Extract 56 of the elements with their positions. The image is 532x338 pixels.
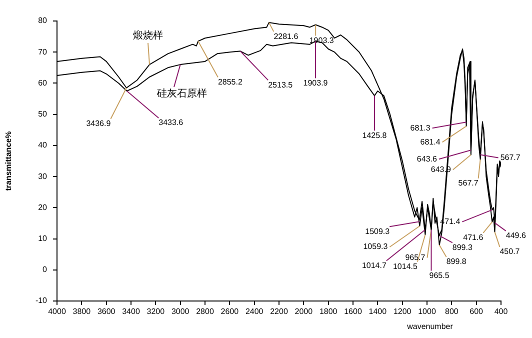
annotation: 643.6 <box>416 154 438 164</box>
annotation: 567.7 <box>500 152 521 162</box>
y-axis-title: transmittance% <box>4 131 14 191</box>
y-tick-label: 10 <box>38 234 48 243</box>
annotation: 1425.8 <box>362 130 388 140</box>
x-tick-label: 2800 <box>196 307 214 316</box>
x-tick-label: 2000 <box>294 307 314 316</box>
x-tick-label: 2400 <box>245 307 264 316</box>
y-tick-label: 0 <box>42 265 48 274</box>
x-tick-label: 3400 <box>122 307 140 316</box>
x-tick-label: 1200 <box>393 307 412 316</box>
annotation: 1903.9 <box>303 78 328 88</box>
y-tick-label: 80 <box>38 16 48 26</box>
annotation: 1903.3 <box>309 36 334 45</box>
annotation: 2513.5 <box>268 80 294 90</box>
series-label: 硅灰石原样 <box>156 88 207 100</box>
annotation: 3433.6 <box>158 118 184 128</box>
x-tick-label: 400 <box>494 307 508 316</box>
annotation: 1014.5 <box>392 262 418 271</box>
x-tick-label: 600 <box>470 307 484 316</box>
annotation: 471.6 <box>463 233 484 242</box>
y-tick-label: 30 <box>38 172 48 181</box>
x-tick-label: 3600 <box>97 307 116 316</box>
x-tick-label: 2600 <box>220 307 240 316</box>
annotation: 1059.3 <box>363 242 388 252</box>
annotation: 1509.3 <box>365 226 390 236</box>
x-tick-label: 3000 <box>171 307 190 316</box>
annotation: 449.6 <box>506 231 526 240</box>
y-tick-label: 20 <box>38 202 48 212</box>
annotation: 965.5 <box>429 270 450 280</box>
y-tick-label: 60 <box>38 78 48 88</box>
x-tick-label: 1400 <box>368 307 388 316</box>
x-tick-label: 1600 <box>344 307 362 316</box>
x-tick-label: 3800 <box>72 307 92 316</box>
y-tick-label: 40 <box>38 140 48 150</box>
y-tick-label: 70 <box>38 47 48 56</box>
annotation: 681.3 <box>410 123 431 132</box>
x-tick-label: 2200 <box>270 307 288 316</box>
annotation: 2281.6 <box>274 32 299 41</box>
y-tick-label: 50 <box>38 110 48 119</box>
y-tick-label: -10 <box>35 296 48 306</box>
x-tick-label: 1000 <box>418 307 436 316</box>
series-label: 煅烧样 <box>133 30 163 42</box>
annotation: 450.7 <box>500 247 520 256</box>
x-tick-label: 4000 <box>48 307 66 316</box>
annotation: 3436.9 <box>86 119 112 128</box>
x-axis-title: wavenumber <box>406 322 454 332</box>
annotation: 567.7 <box>458 178 479 188</box>
x-tick-label: 800 <box>444 307 459 316</box>
annotation: 1014.7 <box>362 260 387 270</box>
annotation: 2855.2 <box>218 77 243 86</box>
x-tick-label: 1800 <box>319 307 338 316</box>
annotation: 899.8 <box>446 257 467 266</box>
x-tick-label: 3200 <box>146 307 166 316</box>
annotation: 681.4 <box>420 137 441 146</box>
annotation: 899.3 <box>452 242 473 252</box>
